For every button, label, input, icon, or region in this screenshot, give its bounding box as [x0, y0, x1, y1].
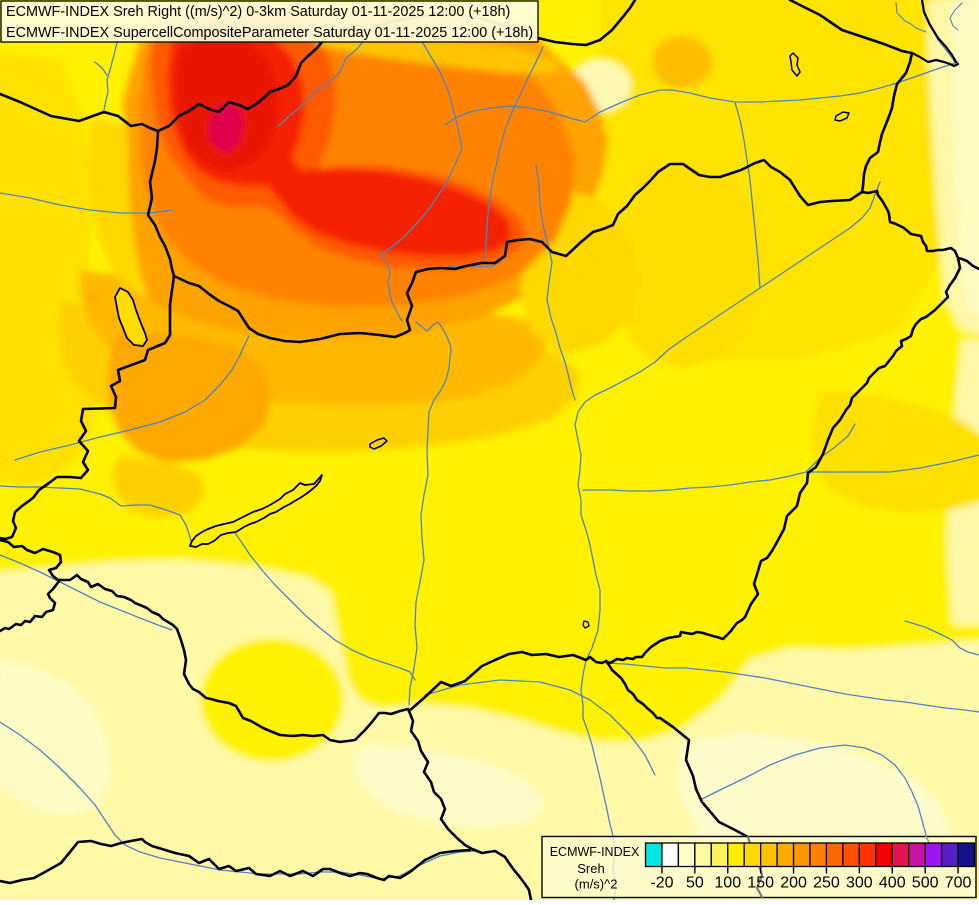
svg-text:ECMWF-INDEX: ECMWF-INDEX — [550, 845, 640, 859]
svg-text:300: 300 — [846, 875, 873, 892]
svg-text:400: 400 — [879, 875, 906, 892]
svg-text:50: 50 — [686, 875, 704, 892]
svg-text:150: 150 — [747, 875, 774, 892]
svg-text:100: 100 — [714, 875, 741, 892]
svg-text:ECMWF-INDEX Sreh Right ((m/s)^: ECMWF-INDEX Sreh Right ((m/s)^2) 0-3km S… — [6, 4, 510, 20]
svg-text:250: 250 — [813, 875, 840, 892]
svg-text:(m/s)^2: (m/s)^2 — [575, 877, 618, 892]
svg-text:700: 700 — [945, 875, 972, 892]
svg-text:Sreh: Sreh — [577, 861, 604, 876]
svg-text:-20: -20 — [650, 875, 673, 892]
svg-text:ECMWF-INDEX SupercellComposite: ECMWF-INDEX SupercellCompositeParameter … — [6, 25, 533, 41]
svg-text:200: 200 — [780, 875, 807, 892]
svg-text:500: 500 — [912, 875, 939, 892]
